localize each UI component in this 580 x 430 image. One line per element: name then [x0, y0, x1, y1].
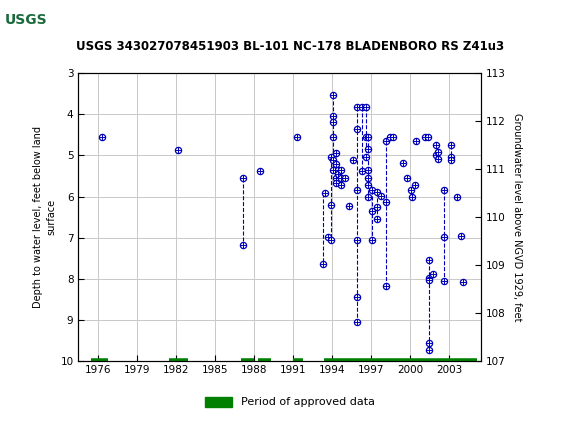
Y-axis label: Groundwater level above NGVD 1929, feet: Groundwater level above NGVD 1929, feet	[512, 113, 521, 321]
Y-axis label: Depth to water level, feet below land
surface: Depth to water level, feet below land su…	[33, 126, 56, 308]
Bar	[3, 3, 70, 37]
Text: USGS 343027078451903 BL-101 NC-178 BLADENBORO RS Z41u3: USGS 343027078451903 BL-101 NC-178 BLADE…	[76, 40, 504, 53]
Legend: Period of approved data: Period of approved data	[200, 392, 380, 412]
Text: USGS: USGS	[5, 13, 47, 28]
